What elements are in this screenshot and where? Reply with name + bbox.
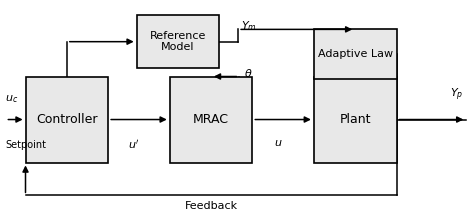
Text: $u'$: $u'$ [128, 138, 140, 151]
Text: $u_c$: $u_c$ [5, 93, 18, 105]
Text: Plant: Plant [339, 113, 371, 126]
FancyBboxPatch shape [314, 29, 397, 79]
Text: Adaptive Law: Adaptive Law [318, 49, 393, 59]
Text: Setpoint: Setpoint [5, 140, 46, 150]
Text: $Y_m$: $Y_m$ [240, 20, 256, 33]
FancyBboxPatch shape [170, 76, 252, 163]
FancyBboxPatch shape [137, 15, 219, 68]
Text: Reference
Model: Reference Model [150, 31, 206, 52]
Text: $\theta$: $\theta$ [244, 68, 253, 79]
FancyBboxPatch shape [26, 76, 108, 163]
Text: Feedback: Feedback [184, 201, 237, 212]
Text: $Y_p$: $Y_p$ [450, 87, 464, 103]
Text: $u$: $u$ [274, 138, 283, 148]
Text: Controller: Controller [36, 113, 98, 126]
Text: MRAC: MRAC [193, 113, 229, 126]
FancyBboxPatch shape [314, 76, 397, 163]
